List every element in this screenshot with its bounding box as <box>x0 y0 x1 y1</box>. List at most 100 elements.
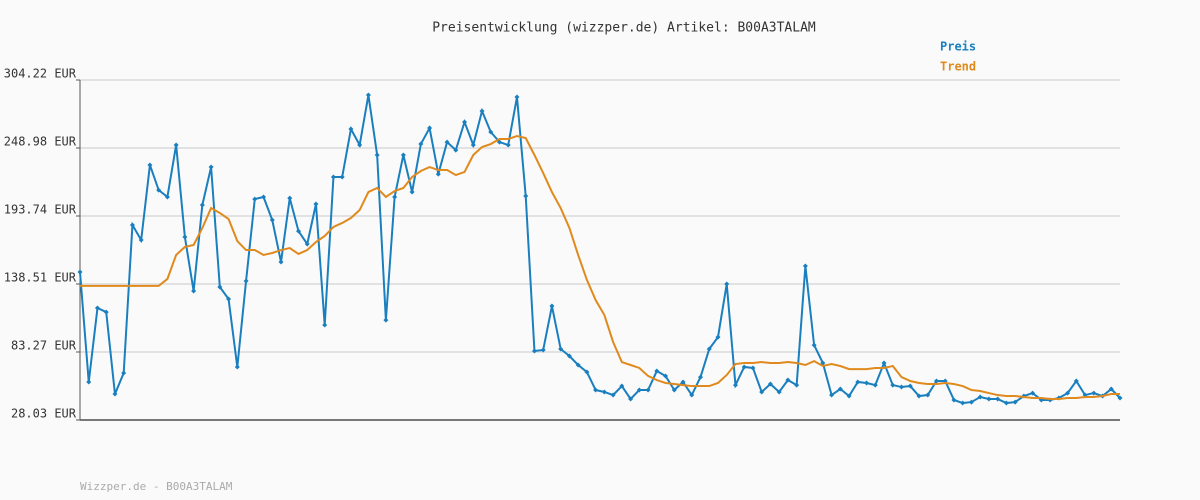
marker <box>995 396 1001 402</box>
y-tick-label: 248.98 EUR <box>4 135 77 149</box>
marker <box>1012 399 1018 405</box>
marker <box>654 368 660 374</box>
marker <box>103 309 109 315</box>
marker <box>584 369 590 375</box>
marker <box>182 234 188 240</box>
marker <box>164 194 170 200</box>
marker <box>112 391 118 397</box>
marker <box>261 194 267 200</box>
marker <box>313 201 319 207</box>
marker <box>217 284 223 290</box>
marker <box>968 399 974 405</box>
marker <box>462 119 468 125</box>
legend-label: Trend <box>940 60 976 74</box>
marker <box>759 389 765 395</box>
marker <box>610 392 616 398</box>
marker <box>427 125 433 131</box>
line-0 <box>79 94 1121 405</box>
marker <box>741 364 747 370</box>
marker <box>601 389 607 395</box>
marker <box>1108 386 1114 392</box>
marker <box>837 386 843 392</box>
marker <box>523 193 529 199</box>
marker <box>418 141 424 147</box>
marker <box>479 108 485 114</box>
marker <box>173 142 179 148</box>
marker <box>243 278 249 284</box>
marker <box>628 396 634 402</box>
marker <box>208 164 214 170</box>
marker <box>435 171 441 177</box>
marker <box>663 373 669 379</box>
marker <box>619 383 625 389</box>
marker <box>689 392 695 398</box>
marker <box>558 346 564 352</box>
marker <box>846 393 852 399</box>
marker <box>322 322 328 328</box>
marker <box>829 392 835 398</box>
marker <box>706 346 712 352</box>
marker <box>732 382 738 388</box>
marker <box>785 377 791 383</box>
marker <box>724 281 730 287</box>
marker <box>409 189 415 195</box>
marker <box>330 174 336 180</box>
marker <box>715 334 721 340</box>
marker <box>1117 395 1123 401</box>
marker <box>278 259 284 265</box>
marker <box>86 379 92 385</box>
marker <box>514 94 520 100</box>
marker <box>549 303 555 309</box>
chart-title: Preisentwicklung (wizzper.de) Artikel: B… <box>432 21 816 36</box>
marker <box>767 381 773 387</box>
marker <box>811 342 817 348</box>
marker <box>890 382 896 388</box>
marker <box>925 392 931 398</box>
marker <box>488 129 494 135</box>
marker <box>575 362 581 368</box>
marker <box>138 237 144 243</box>
marker <box>593 387 599 393</box>
y-tick-label: 304.22 EUR <box>4 67 77 81</box>
marker <box>269 217 275 223</box>
marker <box>365 92 371 98</box>
marker <box>671 387 677 393</box>
marker <box>794 382 800 388</box>
marker <box>1065 390 1071 396</box>
marker <box>287 195 293 201</box>
legend-label: Preis <box>940 40 976 54</box>
marker <box>121 370 127 376</box>
marker <box>933 378 939 384</box>
marker <box>776 389 782 395</box>
marker <box>899 384 905 390</box>
marker <box>129 222 135 228</box>
marker <box>680 379 686 385</box>
marker <box>977 394 983 400</box>
marker <box>400 152 406 158</box>
marker <box>147 162 153 168</box>
marker <box>855 379 861 385</box>
marker <box>295 228 301 234</box>
marker <box>392 194 398 200</box>
marker <box>872 382 878 388</box>
marker <box>357 142 363 148</box>
marker <box>881 360 887 366</box>
marker <box>252 196 258 202</box>
marker <box>156 187 162 193</box>
y-tick-label: 193.74 EUR <box>4 203 77 217</box>
marker <box>191 288 197 294</box>
marker <box>1030 390 1036 396</box>
marker <box>226 296 232 302</box>
marker <box>986 396 992 402</box>
marker <box>907 383 913 389</box>
marker <box>802 263 808 269</box>
y-tick-label: 138.51 EUR <box>4 270 77 284</box>
line-1 <box>80 134 1120 400</box>
marker <box>339 174 345 180</box>
y-tick-label: 83.27 EUR <box>11 338 77 352</box>
marker <box>94 305 100 311</box>
marker <box>951 397 957 403</box>
marker <box>698 374 704 380</box>
marker <box>1073 378 1079 384</box>
